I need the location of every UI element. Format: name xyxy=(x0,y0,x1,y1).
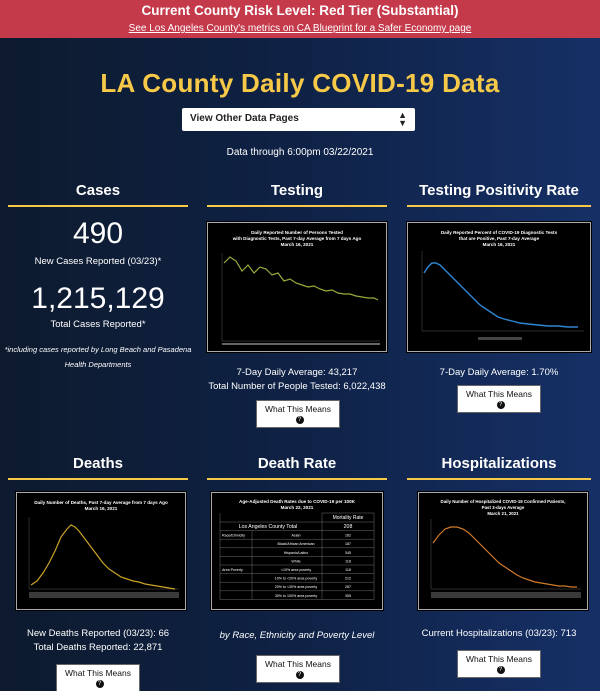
death-rate-table: Age-Adjusted Death Rates due to COVID-19… xyxy=(219,499,375,600)
hosp-line xyxy=(432,526,577,588)
deaths-button-label: What This Means xyxy=(65,668,131,678)
death-rate-what-this-means-button[interactable]: What This Means? xyxy=(256,655,340,683)
table-row-group: Race/Ethnicity xyxy=(222,534,245,538)
testing-button-label: What This Means xyxy=(265,404,331,414)
testing-chart-title-1: Daily Reported Number of Persons Tested xyxy=(251,230,343,235)
hospitalizations-heading: Hospitalizations xyxy=(441,455,557,472)
positivity-chart-date: March 16, 2021 xyxy=(483,242,516,247)
deaths-chart-date: March 16, 2021 xyxy=(85,506,118,511)
question-icon: ? xyxy=(295,415,304,424)
cases-divider xyxy=(8,205,188,207)
deaths-what-this-means-button[interactable]: What This Means? xyxy=(56,664,140,691)
positivity-chart[interactable]: Daily Reported Percent of COVID-19 Diagn… xyxy=(406,221,592,353)
testing-chart-date: March 16, 2021 xyxy=(281,242,314,247)
testing-divider xyxy=(207,205,387,207)
positivity-what-this-means-button[interactable]: What This Means? xyxy=(457,385,541,413)
question-icon: ? xyxy=(496,665,505,674)
deaths-divider xyxy=(8,478,188,480)
table-row-subgroup: Hispanic/Latino xyxy=(284,551,309,555)
question-icon: ? xyxy=(95,679,104,688)
cases-heading: Cases xyxy=(75,182,121,199)
deaths-heading: Deaths xyxy=(72,455,124,472)
risk-level-title: Current County Risk Level: Red Tier (Sub… xyxy=(141,3,459,18)
death-rate-caption: by Race, Ethnicity and Poverty Level xyxy=(219,630,375,641)
new-deaths: New Deaths Reported (03/23): 66 xyxy=(26,628,170,639)
table-row-value: 355 xyxy=(345,594,351,598)
testing-total: Total Number of People Tested: 6,022,438 xyxy=(208,381,386,392)
table-row-subgroup: Black/African American xyxy=(278,542,315,546)
death-rate-divider xyxy=(207,478,387,480)
table-row-subgroup: 30% to 100% area poverty xyxy=(275,594,318,598)
table-row-value: 162 xyxy=(345,534,351,538)
positivity-chart-title-1: Daily Reported Percent of COVID-19 Diagn… xyxy=(441,230,558,235)
table-row-subgroup: 20% to <30% area poverty xyxy=(275,585,318,589)
testing-chart-title-2: with Diagnostic Tests, Past 7-day Averag… xyxy=(232,236,362,241)
positivity-legend xyxy=(478,337,522,340)
death-rate-table-panel[interactable]: Age-Adjusted Death Rates due to COVID-19… xyxy=(210,491,384,611)
positivity-line xyxy=(423,262,578,328)
cases-footnote: *including cases reported by Long Beach … xyxy=(4,345,192,369)
total-cases-value: 1,215,129 xyxy=(31,282,165,315)
total-deaths: Total Deaths Reported: 22,871 xyxy=(33,642,163,653)
total-cases-label: Total Cases Reported* xyxy=(50,319,146,330)
death-rate-col-header: Mortality Rate xyxy=(333,515,364,521)
new-cases-value: 490 xyxy=(72,217,124,250)
data-pages-select-value: View Other Data Pages xyxy=(190,113,299,124)
risk-level-banner: Current County Risk Level: Red Tier (Sub… xyxy=(0,0,600,38)
table-row-value: 345 xyxy=(345,551,351,555)
hospitalizations-divider xyxy=(407,478,591,480)
hospitalizations-chart[interactable]: Daily Number of Hospitalized COVID-19 Co… xyxy=(417,491,589,611)
table-row-subgroup: Asian xyxy=(292,534,301,538)
testing-7day-average: 7-Day Daily Average: 43,217 xyxy=(236,367,358,378)
table-row-value: 208 xyxy=(344,524,353,530)
table-row-group: Area Poverty xyxy=(222,568,243,572)
positivity-heading: Testing Positivity Rate xyxy=(419,182,579,199)
table-row-value: 187 xyxy=(345,542,351,546)
testing-chart[interactable]: Daily Reported Number of Persons Tested … xyxy=(206,221,388,353)
table-row-subgroup: <10% area poverty xyxy=(281,568,311,572)
table-row-value: 118 xyxy=(345,559,351,563)
positivity-chart-title-2: that are Positive, Past 7-day Average xyxy=(459,236,540,241)
select-arrows-icon: ▲ ▼ xyxy=(398,110,407,128)
hosp-chart-date: March 21, 2021 xyxy=(487,511,519,516)
data-through-date: Data through 6:00pm 03/22/2021 xyxy=(226,147,374,158)
table-row-subgroup: White xyxy=(291,559,300,563)
testing-line xyxy=(223,256,379,301)
death-rate-button-label: What This Means xyxy=(265,659,331,669)
blueprint-link[interactable]: See Los Angeles County's metrics on CA B… xyxy=(128,23,472,34)
hosp-chart-title-2: Past 3-days Average xyxy=(482,505,525,510)
question-icon: ? xyxy=(496,400,505,409)
positivity-7day-average: 7-Day Daily Average: 1.70% xyxy=(439,367,559,378)
hospitalizations-what-this-means-button[interactable]: What This Means? xyxy=(457,650,541,678)
new-cases-label: New Cases Reported (03/23)* xyxy=(34,256,162,267)
hosp-chart-title-1: Daily Number of Hospitalized COVID-19 Co… xyxy=(441,499,566,504)
death-rate-heading: Death Rate xyxy=(257,455,337,472)
positivity-divider xyxy=(407,205,591,207)
death-rate-table-date: March 22, 2021 xyxy=(281,505,314,510)
positivity-button-label: What This Means xyxy=(466,389,532,399)
table-row-subgroup: 10% to <20% area poverty xyxy=(275,577,318,581)
question-icon: ? xyxy=(295,670,304,679)
data-pages-select[interactable]: View Other Data Pages ▲ ▼ xyxy=(182,108,415,131)
table-row-value: 212 xyxy=(345,577,351,581)
death-rate-table-title: Age-Adjusted Death Rates due to COVID-19… xyxy=(239,499,356,504)
testing-what-this-means-button[interactable]: What This Means? xyxy=(256,400,340,428)
hospitalizations-button-label: What This Means xyxy=(466,654,532,664)
current-hospitalizations: Current Hospitalizations (03/23): 713 xyxy=(421,628,577,639)
table-row-value: 118 xyxy=(345,568,351,572)
deaths-line xyxy=(30,524,176,590)
testing-heading: Testing xyxy=(270,182,324,199)
table-row-total-label: Los Angeles County Total xyxy=(239,524,297,530)
deaths-chart-title: Daily Number of Deaths, Past 7-day Avera… xyxy=(34,500,168,505)
page-title: LA County Daily COVID-19 Data xyxy=(100,68,500,98)
table-row-value: 287 xyxy=(345,585,351,589)
deaths-chart[interactable]: Daily Number of Deaths, Past 7-day Avera… xyxy=(15,491,187,611)
